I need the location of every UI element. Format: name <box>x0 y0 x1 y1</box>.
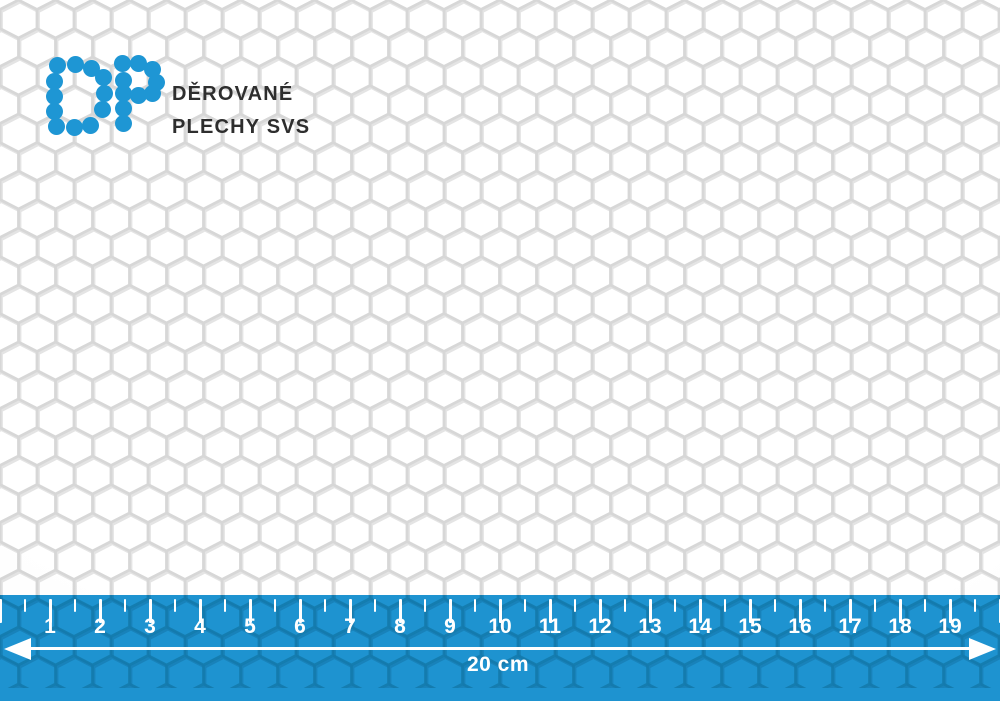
dimension-arrow-right-head <box>969 638 996 660</box>
ruler-major-tick <box>398 599 402 623</box>
ruler-number-17: 17 <box>838 615 862 638</box>
ruler-number-16: 16 <box>788 615 812 638</box>
ruler-major-tick <box>798 599 802 623</box>
ruler-number-2: 2 <box>94 615 106 638</box>
ruler-number-11: 11 <box>538 615 562 638</box>
brand-name: DĚROVANÉ PLECHY SVS <box>172 78 310 144</box>
ruler-major-tick <box>348 599 352 623</box>
ruler-number-1: 1 <box>44 615 56 638</box>
logo-dot <box>143 60 161 78</box>
ruler-number-12: 12 <box>588 615 612 638</box>
ruler-number-15: 15 <box>738 615 762 638</box>
ruler-number-13: 13 <box>638 615 662 638</box>
ruler-number-10: 10 <box>488 615 512 638</box>
ruler-major-tick <box>0 599 2 623</box>
ruler-minor-tick <box>823 599 827 612</box>
ruler-minor-tick <box>23 599 27 612</box>
ruler-minor-tick <box>873 599 877 612</box>
ruler-number-4: 4 <box>194 615 206 638</box>
logo-dot <box>45 87 63 105</box>
logo-dot <box>45 72 63 90</box>
ruler-number-5: 5 <box>244 615 256 638</box>
ruler-minor-tick <box>923 599 927 612</box>
ruler-major-tick <box>148 599 152 623</box>
logo-dot <box>65 118 83 136</box>
logo-dot <box>129 86 147 104</box>
ruler-minor-tick <box>723 599 727 612</box>
measurement-ruler: 20 cm 1 2 3 4 5 6 7 8 9 10 11 12 13 14 15 16 17 18 19 <box>0 595 1000 701</box>
ruler-major-tick <box>198 599 202 623</box>
ruler-major-tick <box>898 599 902 623</box>
ruler-minor-tick <box>273 599 277 612</box>
logo-dot <box>114 71 132 89</box>
brand-name-line1: DĚROVANÉ <box>172 83 294 105</box>
logo-dot <box>114 114 132 132</box>
logo-dot <box>93 100 111 118</box>
logo-dot <box>114 99 132 117</box>
ruler-major-tick <box>98 599 102 623</box>
brand-name-line2: PLECHY SVS <box>172 116 311 138</box>
ruler-number-7: 7 <box>344 615 356 638</box>
ruler-major-tick <box>598 599 602 623</box>
ruler-minor-tick <box>173 599 177 612</box>
logo-dot <box>114 84 132 102</box>
ruler-number-14: 14 <box>688 615 712 638</box>
ruler-major-tick <box>48 599 52 623</box>
ruler-major-tick <box>298 599 302 623</box>
ruler-number-8: 8 <box>394 615 406 638</box>
ruler-number-3: 3 <box>144 615 156 638</box>
logo-dot <box>95 84 113 102</box>
ruler-major-tick <box>648 599 652 623</box>
logo-dot <box>94 68 112 86</box>
ruler-major-tick <box>998 599 1000 623</box>
ruler-minor-tick <box>323 599 327 612</box>
ruler-number-6: 6 <box>294 615 306 638</box>
ruler-number-18: 18 <box>888 615 912 638</box>
logo-dot <box>45 102 63 120</box>
sheet-mesh-overlay <box>0 0 1000 595</box>
ruler-minor-tick <box>123 599 127 612</box>
dimension-arrow-left-head <box>4 638 31 660</box>
ruler-major-tick <box>698 599 702 623</box>
dimension-arrow-line <box>29 647 971 650</box>
ruler-major-tick <box>448 599 452 623</box>
ruler-minor-tick <box>773 599 777 612</box>
logo-dot <box>113 54 131 72</box>
ruler-number-9: 9 <box>444 615 456 638</box>
ruler-number-19: 19 <box>938 615 962 638</box>
ruler-major-tick <box>498 599 502 623</box>
ruler-major-tick <box>848 599 852 623</box>
logo-dot <box>48 56 66 74</box>
ruler-minor-tick <box>423 599 427 612</box>
ruler-minor-tick <box>473 599 477 612</box>
ruler-minor-tick <box>523 599 527 612</box>
logo-dot <box>143 84 161 102</box>
ruler-major-tick <box>248 599 252 623</box>
dimension-label: 20 cm <box>466 653 530 676</box>
logo-dot <box>81 116 99 134</box>
ruler-major-tick <box>548 599 552 623</box>
ruler-minor-tick <box>223 599 227 612</box>
logo-dot <box>129 54 147 72</box>
ruler-minor-tick <box>73 599 77 612</box>
ruler-major-tick <box>948 599 952 623</box>
ruler-minor-tick <box>673 599 677 612</box>
ruler-minor-tick <box>973 599 977 612</box>
logo-dot <box>47 117 65 135</box>
ruler-minor-tick <box>373 599 377 612</box>
ruler-minor-tick <box>623 599 627 612</box>
ruler-minor-tick <box>573 599 577 612</box>
logo-dot <box>66 55 84 73</box>
ruler-major-tick <box>748 599 752 623</box>
